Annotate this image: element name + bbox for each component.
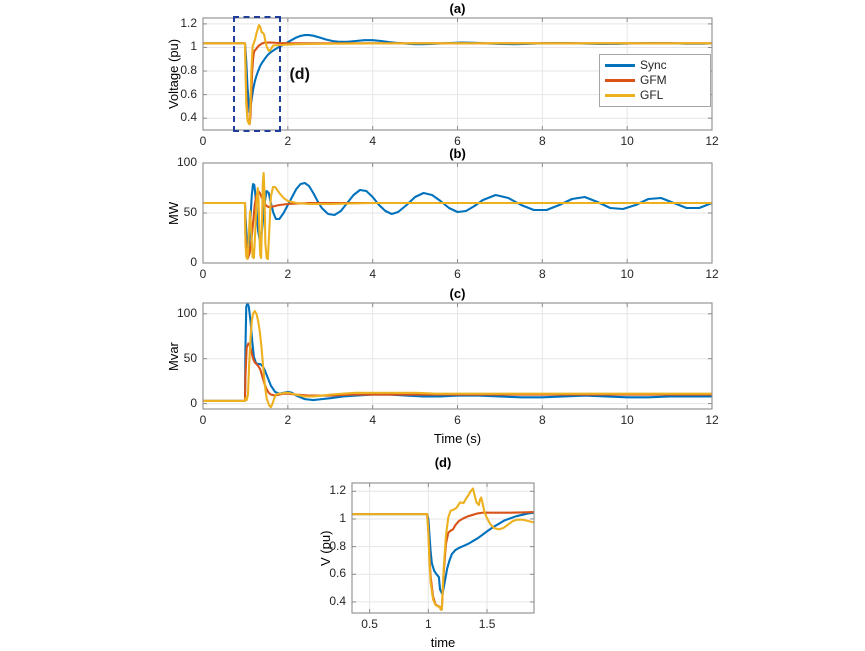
panel-d-ytick: 1.2 [329,483,346,498]
panel-d-plot [351,482,535,614]
panel-d-xtick: 1.5 [478,617,496,631]
panel-d-xtick: 1 [424,617,432,631]
panel-a-ytick: 0.6 [180,86,197,101]
legend-label: Sync [640,58,667,72]
panel-c-series-gfl [203,310,712,409]
panel-a-xtick: 12 [705,134,719,148]
panel-c-xtick: 12 [705,413,719,427]
panel-c-xtick: 2 [284,413,292,427]
legend-item[interactable]: GFM [605,73,704,88]
panel-a-xtick: 2 [284,134,292,148]
panel-b-xtick: 8 [538,267,546,281]
panel-c-ytick: 100 [176,305,197,320]
legend-label: GFL [640,88,664,102]
panel-c-xtick: 6 [454,413,461,427]
panel-c-xlabel: Time (s) [433,431,482,446]
panel-b-series-sync [203,181,712,253]
panel-b-xtick: 4 [369,267,376,281]
panel-a-xtick: 4 [369,134,376,148]
panel-a-ytick: 1 [190,39,197,54]
panel-d-ytick: 1 [339,510,346,525]
panel-d-title: (d) [434,455,452,470]
panel-b-xtick: 0 [199,267,207,281]
legend-swatch-gfm-icon [605,79,635,82]
panel-c-plot [202,302,713,410]
panel-d-series-gfl [352,487,534,611]
panel-b-series-gfl [203,171,712,261]
panel-b-plot [202,162,713,264]
inset-callout-label: (d) [289,66,310,83]
panel-a-series-gfl [203,24,712,126]
panel-b-ytick: 50 [183,205,197,219]
legend-label: GFM [640,73,667,87]
panel-b-ytick: 100 [176,155,197,169]
panel-d-xtick: 0.5 [361,617,378,631]
panel-b-xtick: 2 [284,267,292,281]
panel-d-ytick: 0.4 [329,593,346,608]
legend-swatch-gfl-icon [605,94,635,97]
panel-c-series-sync [203,303,712,402]
panel-c-ytick: 50 [183,350,197,365]
panel-a-xtick: 6 [454,134,461,148]
legend: Sync GFM GFL [599,54,711,107]
panel-d-xlabel: time [430,635,456,650]
panel-a-ytick: 0.4 [180,110,197,125]
panel-b-xtick: 6 [454,267,461,281]
panel-c-xtick: 4 [369,413,376,427]
panel-c-ytick: 0 [190,395,197,410]
panel-c-xtick: 0 [199,413,207,427]
legend-item[interactable]: GFL [605,88,704,103]
panel-c-xtick: 8 [538,413,546,427]
panel-a-ytick: 1.2 [180,15,197,30]
legend-swatch-sync-icon [605,64,635,67]
legend-item[interactable]: Sync [605,58,704,73]
panel-b-title: (b) [449,146,466,161]
panel-b-xtick: 10 [620,267,634,281]
panel-c-title: (c) [449,286,466,301]
panel-b-xtick: 12 [705,267,719,281]
panel-d-ytick: 0.8 [329,538,346,553]
panel-b-ytick: 0 [190,255,197,269]
panel-a-xtick: 10 [620,134,634,148]
panel-c-xtick: 10 [620,413,634,427]
panel-d-series-sync [352,511,534,596]
panel-d-ytick: 0.6 [329,566,346,581]
panel-a-title: (a) [449,1,466,16]
panel-a-xtick: 8 [538,134,546,148]
panel-a-ytick: 0.8 [180,63,197,78]
panel-a-xtick: 0 [199,134,207,148]
